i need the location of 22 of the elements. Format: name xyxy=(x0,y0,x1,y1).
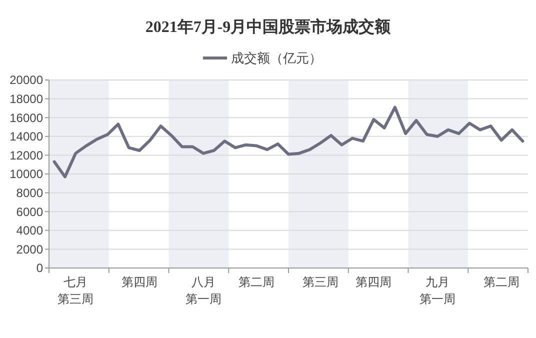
x-tick-label: 七月第三周 xyxy=(58,275,94,306)
y-tick-label: 20000 xyxy=(10,73,44,88)
y-tick-label: 4000 xyxy=(16,224,44,238)
x-tick-label: 第四周 xyxy=(356,275,392,289)
y-tick-label: 8000 xyxy=(16,186,44,200)
y-tick-label: 12000 xyxy=(10,148,44,162)
line-series xyxy=(52,106,524,178)
x-tick-label: 第三周 xyxy=(302,275,338,289)
x-tick-label: 第二周 xyxy=(238,275,275,289)
y-tick-label: 18000 xyxy=(10,92,44,106)
y-tick-label: 6000 xyxy=(16,204,44,219)
y-tick-label: 10000 xyxy=(10,167,44,182)
x-tick-label: 八月第一周 xyxy=(185,275,222,306)
y-tick-label: 0 xyxy=(36,261,44,276)
x-tick-label: 九月第一周 xyxy=(420,275,456,306)
y-tick-label: 14000 xyxy=(10,130,44,144)
x-tick-label: 第四周 xyxy=(121,275,158,289)
y-tick-label: 16000 xyxy=(10,110,44,125)
x-tick-label: 第二周 xyxy=(483,275,520,289)
y-tick-label: 2000 xyxy=(16,242,44,256)
chart-title: 2021年7月-9月中国股票市场成交额 xyxy=(145,17,392,36)
legend-label: 成交额（亿元） xyxy=(231,50,322,66)
